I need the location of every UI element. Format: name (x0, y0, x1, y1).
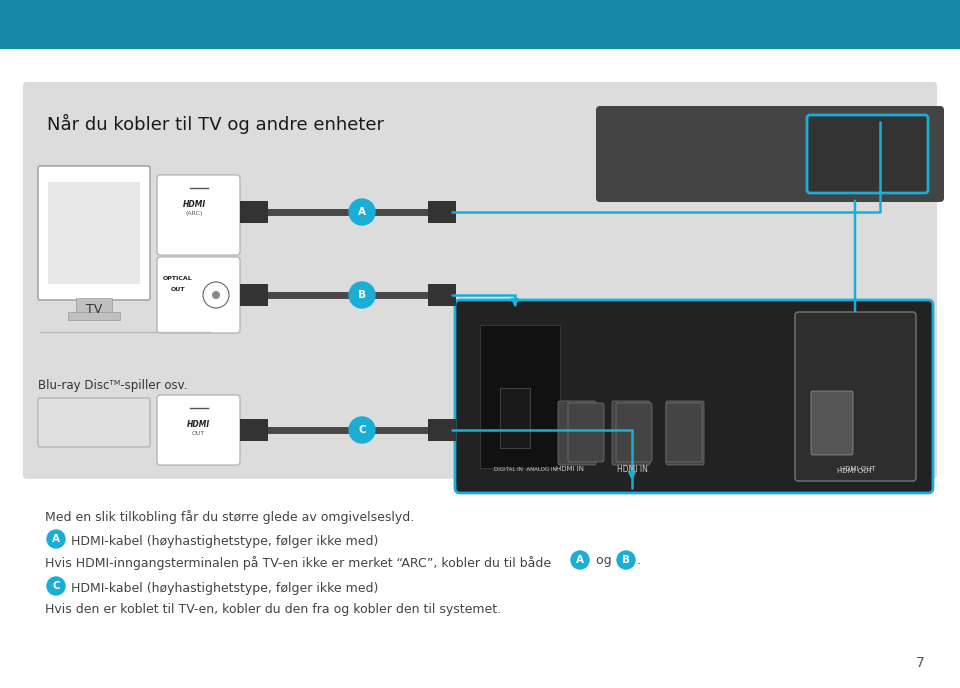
Bar (240, 419, 256, 441)
Text: HDMI: HDMI (182, 200, 206, 209)
Circle shape (203, 282, 229, 308)
Text: DIGITAL IN  ANALOG IN: DIGITAL IN ANALOG IN (493, 467, 557, 472)
FancyBboxPatch shape (612, 401, 650, 465)
Circle shape (571, 551, 589, 569)
Text: HDMI IN: HDMI IN (616, 465, 647, 474)
Text: OUT: OUT (171, 287, 185, 292)
Text: HDMI-kabel (høyhastighetstype, følger ikke med): HDMI-kabel (høyhastighetstype, følger ik… (71, 535, 378, 548)
Text: A: A (52, 534, 60, 544)
Text: HDMI OUT: HDMI OUT (837, 468, 873, 474)
Bar (252, 201, 268, 223)
Text: (ARC): (ARC) (186, 211, 204, 216)
Text: A: A (576, 555, 584, 565)
FancyBboxPatch shape (666, 401, 704, 465)
FancyBboxPatch shape (23, 82, 937, 479)
FancyBboxPatch shape (157, 175, 240, 255)
Circle shape (349, 199, 375, 225)
Text: OPTICAL: OPTICAL (163, 276, 193, 281)
Text: og: og (592, 554, 615, 567)
Text: 7: 7 (916, 656, 925, 670)
Bar (428, 201, 444, 223)
FancyBboxPatch shape (811, 391, 853, 455)
Text: Hvis HDMI-inngangsterminalen på TV-en ikke er merket “ARC”, kobler du til både: Hvis HDMI-inngangsterminalen på TV-en ik… (45, 556, 551, 570)
Bar (440, 419, 456, 441)
Circle shape (47, 530, 65, 548)
Bar (76, 298, 112, 314)
Circle shape (47, 577, 65, 595)
Bar (252, 284, 268, 306)
Bar (480, 325, 560, 468)
Bar (500, 388, 530, 448)
Bar (240, 201, 256, 223)
FancyBboxPatch shape (616, 403, 652, 462)
Bar (48, 182, 140, 284)
FancyBboxPatch shape (666, 403, 702, 462)
Text: Hvis den er koblet til TV-en, kobler du den fra og kobler den til systemet.: Hvis den er koblet til TV-en, kobler du … (45, 603, 501, 616)
Circle shape (349, 417, 375, 443)
FancyBboxPatch shape (795, 312, 916, 481)
Text: OUT: OUT (192, 431, 205, 436)
Text: B: B (358, 290, 366, 300)
Bar (428, 284, 444, 306)
Text: Når du kobler til TV og andre enheter: Når du kobler til TV og andre enheter (47, 114, 384, 134)
Circle shape (212, 291, 220, 299)
Text: Med en slik tilkobling får du større glede av omgivelseslyd.: Med en slik tilkobling får du større gle… (45, 510, 415, 524)
FancyBboxPatch shape (38, 398, 150, 447)
FancyBboxPatch shape (157, 257, 240, 333)
Text: .: . (637, 554, 641, 567)
Bar (252, 419, 268, 441)
Text: Blu-ray Discᵀᴹ-spiller osv.: Blu-ray Discᵀᴹ-spiller osv. (38, 379, 187, 392)
Text: TV: TV (85, 303, 102, 316)
Text: HDMI OUT: HDMI OUT (840, 466, 876, 472)
Text: HDMI-kabel (høyhastighetstype, følger ikke med): HDMI-kabel (høyhastighetstype, følger ik… (71, 582, 378, 595)
Circle shape (349, 282, 375, 308)
Text: HDMI IN: HDMI IN (556, 466, 584, 472)
FancyBboxPatch shape (157, 395, 240, 465)
Circle shape (617, 551, 635, 569)
Text: C: C (358, 425, 366, 435)
FancyBboxPatch shape (455, 300, 933, 493)
Bar (240, 284, 256, 306)
Bar (428, 419, 444, 441)
Bar (0, 0, 960, 48)
Bar (440, 284, 456, 306)
FancyBboxPatch shape (38, 166, 150, 300)
FancyBboxPatch shape (568, 403, 604, 462)
Bar (440, 201, 456, 223)
FancyBboxPatch shape (807, 115, 928, 193)
Bar (68, 312, 120, 320)
Text: B: B (622, 555, 630, 565)
FancyBboxPatch shape (558, 401, 596, 465)
Text: A: A (358, 207, 366, 217)
FancyBboxPatch shape (596, 106, 944, 202)
Text: HDMI: HDMI (187, 420, 210, 429)
Text: C: C (52, 581, 60, 591)
